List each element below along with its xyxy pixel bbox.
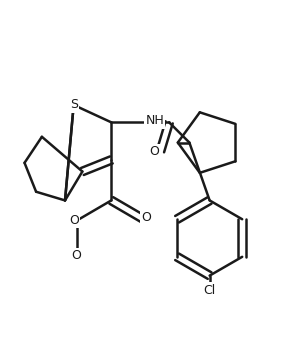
Text: O: O xyxy=(69,214,79,227)
Text: O: O xyxy=(141,211,151,224)
Text: NH: NH xyxy=(145,114,164,127)
Text: Cl: Cl xyxy=(204,284,216,297)
Text: O: O xyxy=(72,249,81,262)
Text: O: O xyxy=(69,214,79,227)
Text: S: S xyxy=(70,98,78,111)
Text: O: O xyxy=(150,145,160,158)
